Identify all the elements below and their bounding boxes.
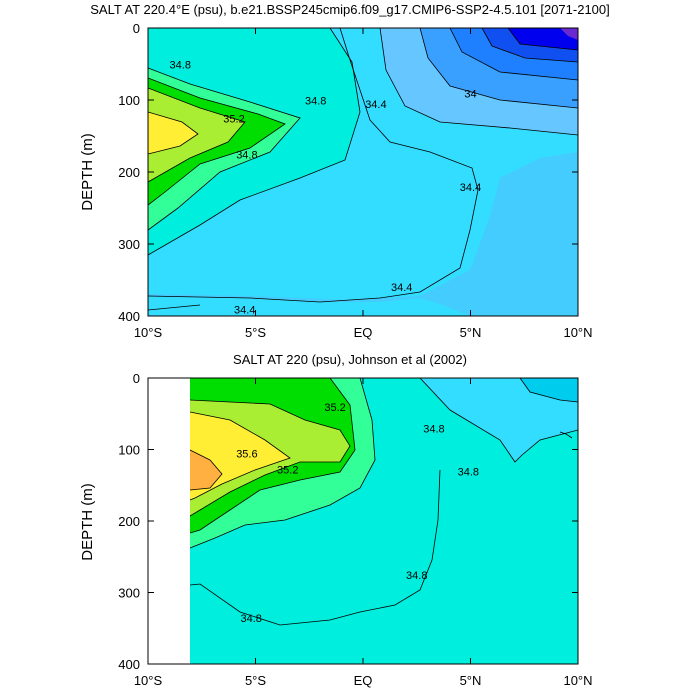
contour-label: 34.4	[365, 99, 386, 111]
bottom-axes: 10°S 5°S EQ 5°N 10°N 0 100 200 300 400	[118, 371, 592, 688]
contour-label: 34.4	[391, 282, 412, 294]
bottom-ylabel: DEPTH (m)	[79, 483, 96, 561]
x-tick-label: 5°S	[245, 325, 266, 340]
x-tick-label: 5°N	[460, 325, 482, 340]
y-tick-label: 400	[118, 309, 140, 324]
contour-label: 34.8	[170, 60, 191, 72]
top-axes: 10°S 5°S EQ 5°N 10°N 0 100 200 300 400	[118, 21, 592, 340]
y-tick-label: 300	[118, 586, 140, 601]
y-tick-label: 200	[118, 165, 140, 180]
contour-label: 34.8	[236, 150, 257, 162]
contour-label: 35.2	[324, 402, 345, 414]
x-tick-label: 5°S	[245, 673, 266, 688]
contour-label: 35.2	[277, 464, 298, 476]
x-tick-label: EQ	[354, 673, 373, 688]
y-tick-label: 0	[133, 371, 140, 386]
y-tick-label: 400	[118, 657, 140, 672]
x-tick-label: 10°N	[563, 673, 592, 688]
x-tick-label: 10°S	[134, 673, 163, 688]
top-contour-lines	[148, 28, 578, 311]
contour-label: 34.4	[234, 304, 255, 316]
top-bottom-band	[148, 296, 470, 316]
contour-label: 34.4	[460, 182, 481, 194]
contour-label: 34.8	[305, 96, 326, 108]
bottom-contour-field	[148, 378, 578, 664]
x-tick-label: EQ	[354, 325, 373, 340]
bottom-chart-title: SALT AT 220 (psu), Johnson et al (2002)	[233, 352, 467, 367]
contour-label: 34.8	[458, 467, 479, 479]
bottom-contour-labels: 35.2 34.8 35.6 35.2 34.8 34.8 34.8	[236, 402, 479, 625]
contour-label: 34.8	[406, 570, 427, 582]
y-tick-label: 0	[133, 21, 140, 36]
y-tick-label: 100	[118, 93, 140, 108]
x-tick-label: 10°S	[134, 325, 163, 340]
top-fresh-band-6	[560, 28, 578, 40]
bottom-contour-lines	[189, 378, 578, 626]
bottom-salty-band-5	[190, 450, 222, 490]
contour-label: 34.8	[240, 613, 261, 625]
y-tick-label: 300	[118, 237, 140, 252]
contour-label: 35.2	[223, 114, 244, 126]
contour-label: 34.8	[423, 424, 444, 436]
top-deep-band	[148, 152, 578, 316]
x-tick-label: 5°N	[460, 673, 482, 688]
top-salty-band-5	[148, 112, 198, 154]
contour-label: 34	[464, 88, 476, 100]
bottom-fresh-band-2	[520, 378, 578, 402]
x-tick-label: 10°N	[563, 325, 592, 340]
top-contour-field	[148, 28, 578, 316]
y-tick-label: 100	[118, 443, 140, 458]
top-contour-labels: 34.8 35.2 34.8 34.8 34.4 34 34.4 34.4 34.4	[170, 60, 482, 317]
top-ylabel: DEPTH (m)	[79, 133, 96, 211]
y-tick-label: 200	[118, 514, 140, 529]
contour-label: 35.6	[236, 449, 257, 461]
top-chart-title: SALT AT 220.4°E (psu), b.e21.BSSP245cmip…	[90, 2, 610, 17]
